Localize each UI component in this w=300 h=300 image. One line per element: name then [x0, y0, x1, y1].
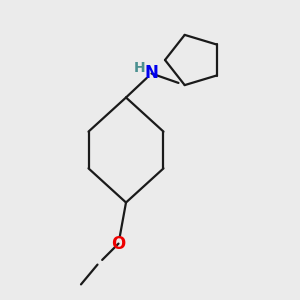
- Text: H: H: [134, 61, 145, 75]
- Text: O: O: [111, 235, 126, 253]
- Text: N: N: [145, 64, 158, 82]
